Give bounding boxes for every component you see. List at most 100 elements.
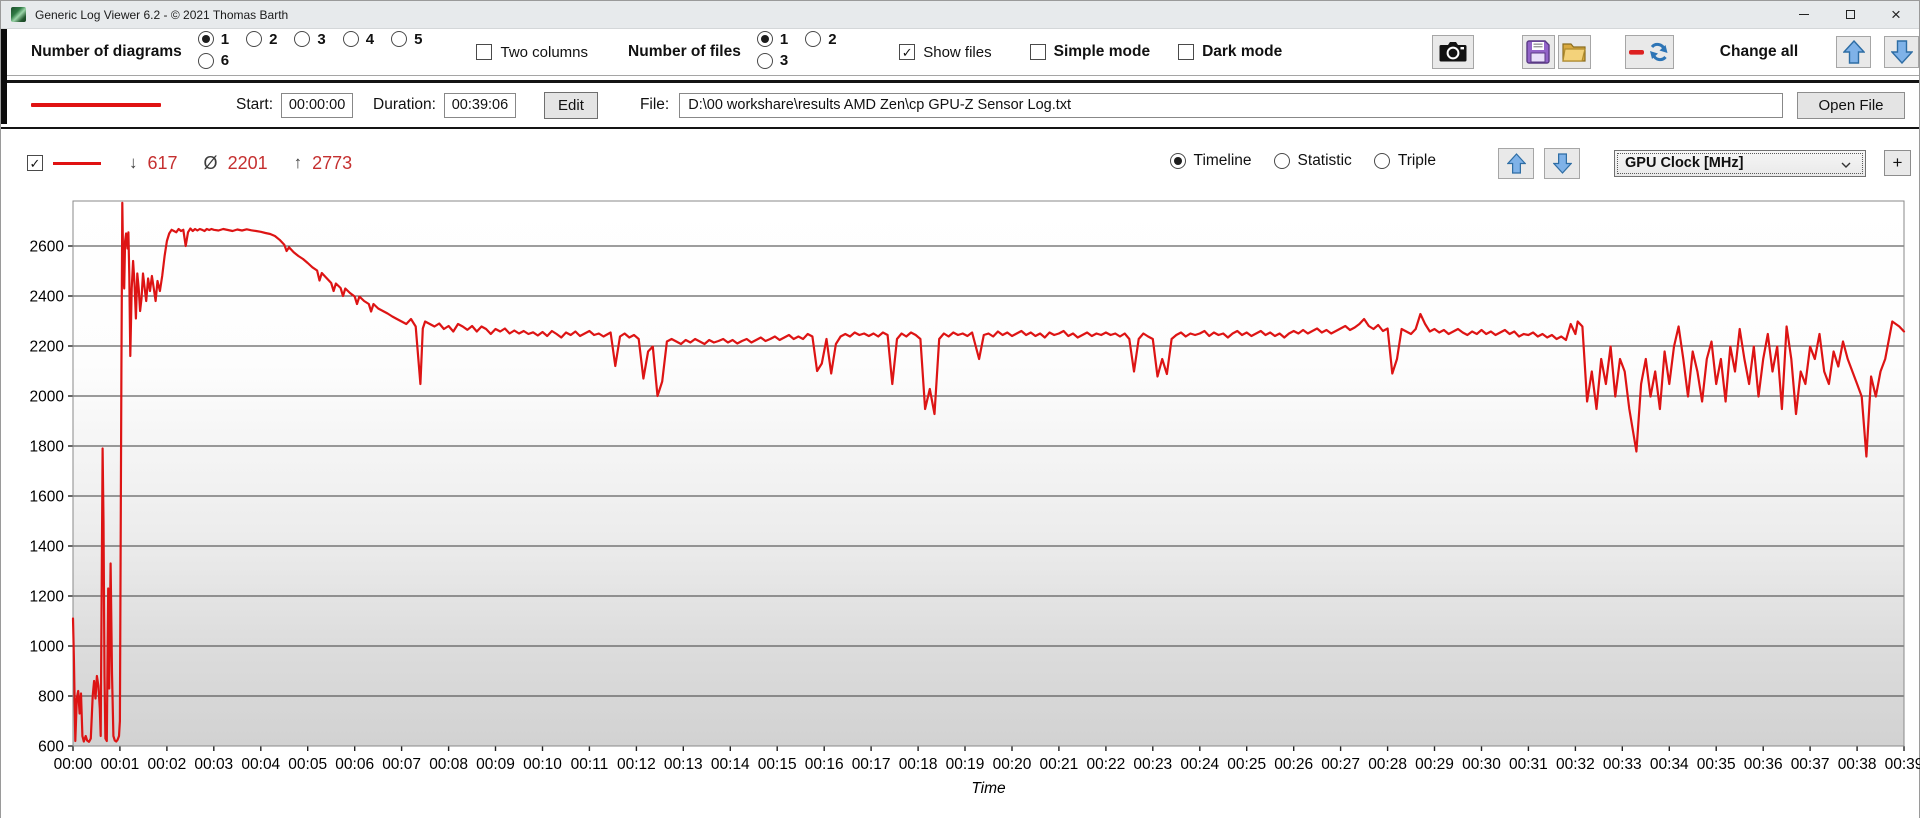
radio-label[interactable]: Statistic xyxy=(1297,152,1352,169)
simple-mode-checkbox[interactable]: Simple mode xyxy=(1029,43,1151,61)
file-path-input[interactable] xyxy=(679,92,1783,118)
diagram-count-radiogroup-option-5[interactable]: 5 xyxy=(391,31,422,48)
radio-label[interactable]: 1 xyxy=(220,30,230,48)
view-mode-radiogroup-option-triple[interactable]: Triple xyxy=(1373,152,1436,170)
plot-border xyxy=(72,200,1905,747)
radio-icon[interactable] xyxy=(805,31,822,47)
diagram-count-radiogroup-option-3[interactable]: 3 xyxy=(294,30,326,48)
view-mode-radiogroup-option-timeline[interactable]: Timeline xyxy=(1169,152,1252,170)
radio-icon[interactable] xyxy=(1169,153,1186,169)
signal-select-dropdown[interactable]: GPU Clock [MHz] xyxy=(1614,149,1866,177)
radio-label[interactable]: 5 xyxy=(414,30,423,48)
separator xyxy=(1,75,1919,76)
screenshot-button[interactable] xyxy=(1432,35,1474,69)
view-mode-radiogroup: Timeline Statistic Triple xyxy=(1169,152,1458,174)
x-tick-label: 00:18 xyxy=(899,756,938,773)
checkbox-box[interactable] xyxy=(476,44,493,60)
series-visible-checkbox[interactable]: ✓ xyxy=(27,155,43,171)
y-tick-label: 1400 xyxy=(30,539,65,556)
radio-icon[interactable] xyxy=(756,31,773,47)
minimize-button[interactable] xyxy=(1781,1,1827,28)
main-toolbar: Number of diagrams 1 2 3 4 5 6 Two columns Nu… xyxy=(1,29,1919,75)
x-tick-label: 00:00 xyxy=(54,756,93,773)
radio-icon[interactable] xyxy=(294,31,311,47)
checkbox-box[interactable] xyxy=(1029,44,1046,60)
app-icon xyxy=(11,7,26,22)
diagram-count-radiogroup-option-1[interactable]: 1 xyxy=(197,30,230,48)
close-button[interactable]: × xyxy=(1873,1,1919,28)
line-style-refresh-button[interactable] xyxy=(1624,35,1674,69)
dark-mode-checkbox[interactable]: Dark mode xyxy=(1178,43,1282,61)
open-file-button[interactable]: Open File xyxy=(1797,91,1905,119)
minimize-icon xyxy=(1799,14,1809,15)
open-folder-button[interactable] xyxy=(1557,35,1591,69)
x-tick-label: 00:26 xyxy=(1274,756,1313,773)
signal-down-button[interactable] xyxy=(1544,147,1580,179)
file-count-radiogroup-option-1[interactable]: 1 xyxy=(756,30,789,48)
add-signal-button[interactable]: + xyxy=(1884,150,1911,176)
radio-label[interactable]: 6 xyxy=(220,52,230,69)
duration-label: Duration: xyxy=(373,96,436,113)
x-tick-label: 00:39 xyxy=(1885,756,1920,773)
change-all-up-button[interactable] xyxy=(1836,36,1872,68)
window-edge-strip xyxy=(1,29,7,124)
file-label: File: xyxy=(639,96,670,113)
x-tick-label: 00:02 xyxy=(148,756,187,773)
radio-icon[interactable] xyxy=(756,52,773,69)
series-color-sample xyxy=(31,103,161,107)
open-folder-icon xyxy=(1562,43,1587,62)
checkbox-label[interactable]: Two columns xyxy=(500,43,589,61)
maximize-button[interactable] xyxy=(1827,1,1873,28)
radio-label[interactable]: 1 xyxy=(779,30,789,48)
checkbox-label[interactable]: Dark mode xyxy=(1202,43,1283,60)
move-down-icon xyxy=(1890,40,1913,64)
radio-label[interactable]: Triple xyxy=(1397,152,1436,169)
radio-label[interactable]: Timeline xyxy=(1193,152,1252,169)
radio-icon[interactable] xyxy=(391,31,408,47)
radio-icon[interactable] xyxy=(1273,153,1290,169)
diagram-count-radiogroup-option-2[interactable]: 2 xyxy=(246,31,277,48)
radio-label[interactable]: 2 xyxy=(269,30,278,48)
diagram-count-radiogroup: 1 2 3 4 5 6 xyxy=(197,30,471,74)
radio-label[interactable]: 4 xyxy=(365,30,375,48)
y-tick-label: 2000 xyxy=(30,389,65,406)
diagram-header: ✓ ↓ 617 Ø 2201 ↑ 2773 Timeline Statistic T… xyxy=(1,147,1919,179)
separator xyxy=(1,80,1919,83)
save-button[interactable] xyxy=(1521,35,1555,69)
checkbox-box[interactable]: ✓ xyxy=(27,155,43,171)
file-count-radiogroup-option-2[interactable]: 2 xyxy=(805,30,837,48)
signal-up-button[interactable] xyxy=(1498,147,1534,179)
radio-icon[interactable] xyxy=(197,31,214,47)
checkbox-box[interactable]: ✓ xyxy=(899,44,916,60)
separator xyxy=(1,127,1919,129)
change-all-down-button[interactable] xyxy=(1884,36,1919,68)
x-tick-label: 00:24 xyxy=(1180,756,1219,773)
x-tick-label: 00:23 xyxy=(1133,756,1172,773)
show-files-checkbox[interactable]: ✓ Show files xyxy=(899,43,992,61)
checkbox-label[interactable]: Simple mode xyxy=(1053,43,1151,60)
radio-icon[interactable] xyxy=(246,31,263,47)
min-value: 617 xyxy=(147,152,178,173)
change-all-label: Change all xyxy=(1719,43,1799,60)
file-count-radiogroup-option-3[interactable]: 3 xyxy=(756,52,789,69)
radio-label[interactable]: 3 xyxy=(317,30,326,48)
diagram-count-radiogroup-option-6[interactable]: 6 xyxy=(197,52,230,69)
x-tick-label: 00:11 xyxy=(571,756,609,773)
y-tick-label: 2400 xyxy=(30,289,65,306)
x-tick-label: 00:32 xyxy=(1556,756,1595,773)
radio-label[interactable]: 2 xyxy=(828,30,837,48)
radio-icon[interactable] xyxy=(342,31,359,47)
two-columns-checkbox[interactable]: Two columns xyxy=(476,44,588,61)
x-tick-label: 00:35 xyxy=(1697,756,1736,773)
start-time-input[interactable] xyxy=(281,92,354,118)
view-mode-radiogroup-option-statistic[interactable]: Statistic xyxy=(1273,152,1352,170)
duration-input[interactable] xyxy=(443,92,516,118)
checkbox-label[interactable]: Show files xyxy=(923,43,992,61)
radio-label[interactable]: 3 xyxy=(779,52,789,69)
diagram-count-radiogroup-option-4[interactable]: 4 xyxy=(342,30,375,48)
x-tick-label: 00:21 xyxy=(1040,756,1079,773)
checkbox-box[interactable] xyxy=(1178,44,1195,60)
radio-icon[interactable] xyxy=(1373,153,1390,169)
radio-icon[interactable] xyxy=(197,52,214,69)
edit-button[interactable]: Edit xyxy=(543,91,598,119)
